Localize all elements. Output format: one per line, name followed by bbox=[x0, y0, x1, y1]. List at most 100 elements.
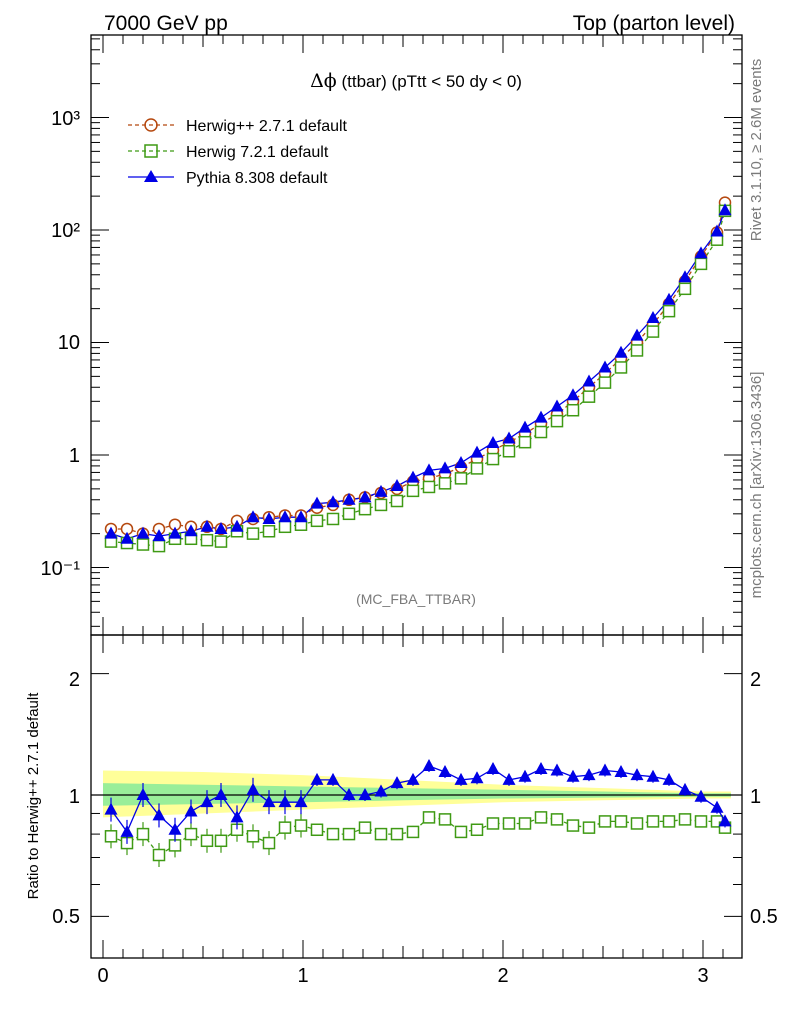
ratio-point-pythia bbox=[104, 802, 118, 815]
data-point-pythia bbox=[358, 490, 372, 503]
ratio-point-pythia bbox=[630, 768, 644, 781]
data-point-pythia bbox=[278, 510, 292, 523]
ratio-point-herwig7 bbox=[358, 821, 372, 834]
data-point-pythia bbox=[152, 529, 166, 542]
ratio-point-pythia bbox=[278, 795, 292, 808]
ratio-point-pythia bbox=[168, 822, 182, 835]
y-tick-label-10: 10 bbox=[58, 332, 80, 354]
data-point-herwig7 bbox=[438, 477, 452, 490]
data-point-herwig7 bbox=[358, 502, 372, 516]
data-point-herwig7 bbox=[646, 325, 660, 338]
data-point-pythia bbox=[104, 526, 118, 539]
ratio-point-pythia bbox=[550, 763, 564, 776]
data-point-pythia bbox=[718, 203, 732, 216]
ratio-point-herwig7 bbox=[502, 817, 516, 830]
ratio-y-axis-label: Ratio to Herwig++ 2.7.1 default bbox=[25, 692, 42, 900]
ratio-point-pythia bbox=[152, 808, 166, 821]
data-point-pythia bbox=[374, 484, 388, 497]
data-point-herwig7 bbox=[278, 520, 292, 534]
series-line-herwig7 bbox=[110, 210, 726, 547]
data-point-herwig7 bbox=[454, 472, 468, 485]
ratio-point-herwig7 bbox=[422, 811, 436, 824]
ratio-point-herwig7 bbox=[438, 813, 452, 826]
ratio-point-pythia bbox=[246, 782, 260, 795]
data-point-pythia bbox=[646, 311, 660, 324]
y-tick-label-0.1: 10⁻¹ bbox=[41, 558, 81, 580]
ratio-point-pythia bbox=[184, 804, 198, 817]
data-point-herwig7 bbox=[614, 361, 628, 374]
ratio-y-tick-label-1-right: 1 bbox=[750, 786, 761, 808]
ratio-point-herwig7 bbox=[406, 825, 420, 839]
data-point-pythia bbox=[566, 388, 580, 401]
ratio-point-herwig7 bbox=[470, 823, 484, 837]
ratio-point-herwig7 bbox=[200, 834, 214, 848]
ratio-point-herwig7 bbox=[184, 827, 198, 841]
ratio-point-pythia bbox=[374, 784, 388, 797]
x-tick-label-1: 1 bbox=[297, 965, 308, 987]
ratio-point-pythia bbox=[614, 765, 628, 778]
ratio-y-tick-label-2-right: 2 bbox=[750, 669, 761, 691]
legend-marker-herwig7 bbox=[144, 144, 158, 158]
y-tick-label-1000: 10³ bbox=[51, 108, 80, 130]
data-point-herwig7 bbox=[342, 507, 356, 521]
data-point-herwig7 bbox=[662, 304, 676, 318]
data-point-pythia bbox=[200, 519, 214, 532]
ratio-point-herwig7 bbox=[294, 819, 308, 832]
data-point-pythia bbox=[534, 410, 548, 423]
data-point-pythia bbox=[184, 524, 198, 537]
ratio-point-pythia bbox=[294, 795, 308, 808]
ratio-point-pythia bbox=[662, 772, 676, 785]
data-point-pythia bbox=[246, 510, 260, 523]
ratio-point-pythia bbox=[230, 810, 244, 823]
plot-title: Δϕ (ttbar) (pTtt < 50 dy < 0) bbox=[310, 70, 522, 92]
data-point-herwig7 bbox=[374, 498, 388, 512]
ratio-plot-frame bbox=[90, 634, 743, 959]
ratio-point-herwig7 bbox=[326, 827, 340, 841]
data-point-herwig7 bbox=[136, 538, 150, 551]
legend-label-herwigpp: Herwig++ 2.7.1 default bbox=[186, 118, 348, 135]
data-point-herwig7 bbox=[630, 344, 644, 357]
data-point-pythia bbox=[470, 445, 484, 458]
ratio-point-pythia bbox=[310, 772, 324, 785]
ratio-point-herwig7 bbox=[678, 813, 692, 826]
ratio-point-pythia bbox=[358, 788, 372, 800]
x-tick-label-0: 0 bbox=[97, 965, 108, 987]
ratio-y-tick-label-1-left: 1 bbox=[69, 786, 80, 808]
data-point-herwig7 bbox=[518, 435, 532, 449]
ratio-point-pythia bbox=[120, 824, 134, 837]
ratio-point-pythia bbox=[406, 772, 420, 785]
ratio-point-herwig7 bbox=[342, 827, 356, 841]
ratio-point-herwig7 bbox=[310, 823, 324, 837]
data-point-herwig7 bbox=[390, 494, 404, 508]
ratio-point-herwig7 bbox=[374, 827, 388, 841]
data-point-pythia bbox=[136, 526, 150, 539]
ratio-y-tick-labels: 2 1 0.5 2 1 0.5 bbox=[52, 669, 778, 928]
ratio-point-herwig7 bbox=[630, 817, 644, 830]
data-point-pythia bbox=[662, 292, 676, 305]
data-point-pythia bbox=[438, 461, 452, 474]
ratio-y-tick-label-2-left: 2 bbox=[69, 669, 80, 691]
ratio-point-pythia bbox=[390, 776, 404, 789]
ratio-point-herwig7 bbox=[390, 827, 404, 841]
data-point-pythia bbox=[678, 270, 692, 283]
ratio-point-herwig7 bbox=[152, 848, 166, 862]
ratio-point-herwig7 bbox=[646, 815, 660, 828]
data-point-pythia bbox=[294, 510, 308, 523]
x-tick-labels: 0 1 2 3 bbox=[97, 965, 708, 987]
ratio-point-pythia bbox=[718, 814, 732, 827]
ratio-line-herwig7 bbox=[110, 816, 726, 856]
data-point-pythia bbox=[598, 360, 612, 373]
ratio-point-herwig7 bbox=[694, 815, 708, 828]
data-point-pythia bbox=[518, 420, 532, 433]
ratio-point-herwig7 bbox=[598, 815, 612, 828]
data-point-pythia bbox=[326, 495, 340, 508]
data-point-herwig7 bbox=[534, 425, 548, 439]
data-point-herwig7 bbox=[246, 527, 260, 540]
ratio-point-pythia bbox=[502, 772, 516, 785]
x-tick-label-3: 3 bbox=[697, 965, 708, 987]
mcplots-note: mcplots.cern.ch [arXiv:1306.3436] bbox=[748, 372, 765, 599]
data-point-herwig7 bbox=[200, 533, 214, 547]
data-point-pythia bbox=[550, 399, 564, 412]
legend-marker-pythia bbox=[144, 170, 158, 182]
data-point-herwig7 bbox=[470, 462, 484, 475]
